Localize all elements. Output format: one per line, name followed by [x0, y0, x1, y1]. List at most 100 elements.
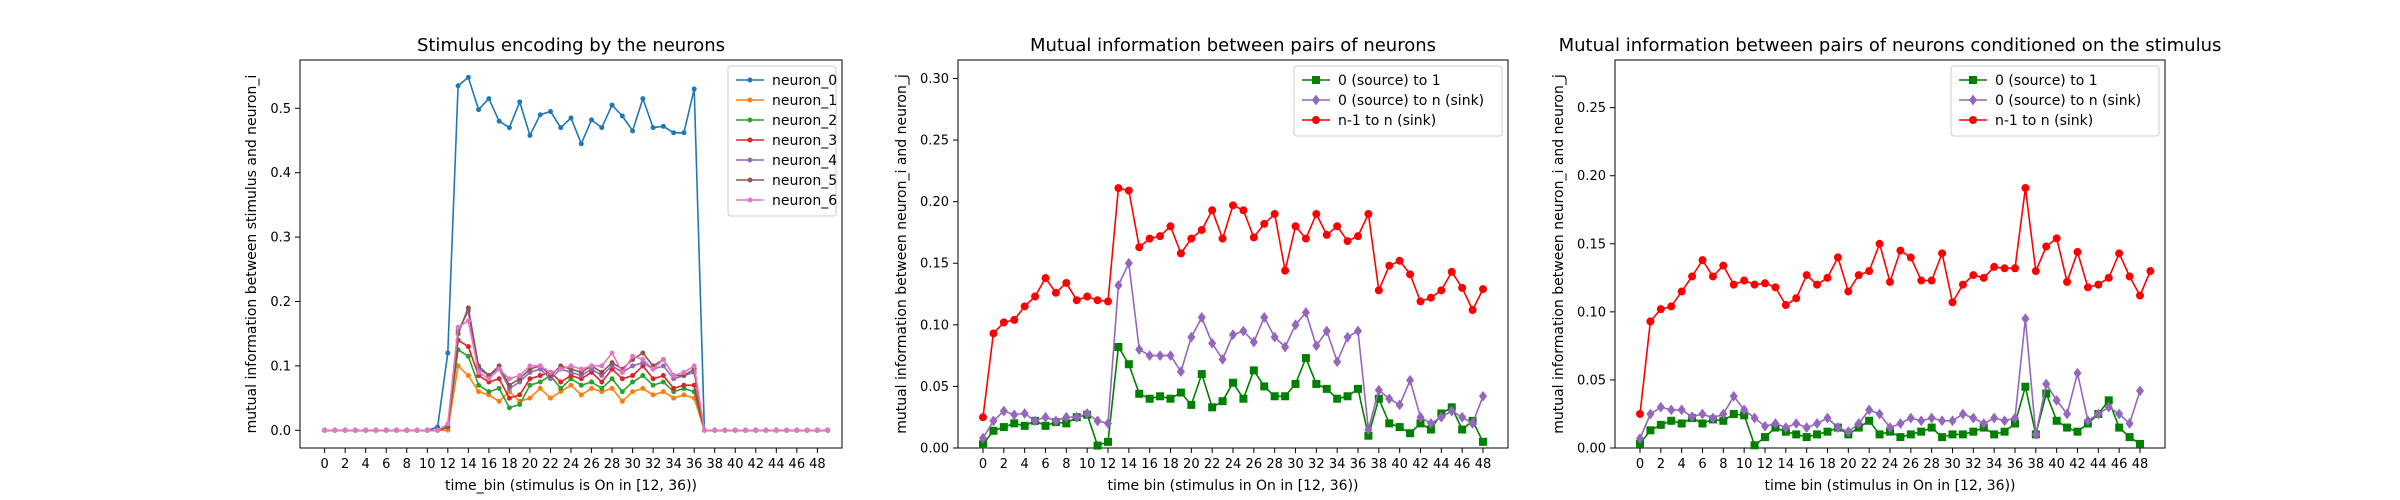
data-point — [1468, 306, 1477, 315]
data-point — [1364, 424, 1373, 435]
data-point — [589, 379, 595, 385]
x-tick-label: 0 — [320, 457, 328, 472]
data-point — [619, 113, 625, 119]
panel-pairwise-mi: Mutual information between pairs of neur… — [894, 35, 1509, 494]
x-tick-label: 14 — [1121, 457, 1138, 472]
data-point — [2021, 382, 2030, 391]
legend-swatch-marker — [747, 117, 753, 123]
legend: 0 (source) to 1 0 (source) to n (sink) n-1… — [1950, 65, 2160, 137]
data-point — [1374, 394, 1383, 403]
x-tick-label: 18 — [1819, 457, 1836, 472]
x-tick-label: 34 — [665, 457, 682, 472]
x-tick-label: 46 — [789, 457, 806, 472]
data-point — [1677, 419, 1686, 428]
x-tick-label: 38 — [2028, 457, 2045, 472]
ticks: 0 2 4 6 8 10 12 14 16 18 20 22 24 26 28 30 32 34 36 38 40 42 4… — [920, 72, 1491, 472]
data-point — [1854, 271, 1863, 280]
data-point — [1270, 331, 1279, 343]
data-point — [2011, 264, 2019, 273]
data-point — [743, 427, 749, 433]
x-tick-label: 8 — [1719, 457, 1727, 472]
legend-box — [1293, 65, 1503, 137]
legend-swatch-marker — [747, 137, 753, 143]
data-point — [2021, 183, 2030, 192]
x-tick-label: 24 — [1882, 457, 1899, 472]
data-point — [1740, 276, 1749, 285]
data-point — [671, 130, 677, 136]
legend-box — [1950, 65, 2160, 137]
data-point — [660, 379, 666, 385]
data-point — [589, 117, 595, 123]
data-point — [1270, 392, 1279, 401]
data-point — [1166, 394, 1175, 403]
data-point — [630, 379, 636, 385]
data-point — [537, 379, 543, 385]
data-point — [1145, 350, 1154, 362]
data-point — [1917, 427, 1926, 436]
x-tick-label: 22 — [1861, 457, 1878, 472]
data-point — [1354, 384, 1362, 393]
data-point — [691, 382, 697, 388]
data-point — [496, 118, 502, 124]
data-point — [568, 382, 574, 388]
data-point — [496, 398, 502, 404]
data-point — [1917, 415, 1926, 427]
data-point — [1249, 366, 1258, 375]
data-point — [640, 350, 646, 356]
data-point — [2115, 249, 2124, 258]
data-point — [1636, 439, 1644, 448]
data-point — [1145, 394, 1154, 403]
data-point — [568, 363, 574, 369]
data-point — [825, 427, 831, 433]
data-point — [2094, 280, 2103, 289]
data-point — [1938, 415, 1947, 427]
y-tick-label: 0.05 — [1577, 373, 1606, 388]
data-point — [1708, 412, 1717, 424]
data-point — [496, 376, 502, 382]
y-tick-label: 0.05 — [920, 380, 949, 395]
data-point — [1458, 411, 1467, 423]
x-tick-label: 44 — [2090, 457, 2107, 472]
y-tick-label: 0.1 — [270, 359, 291, 374]
data-point — [722, 427, 728, 433]
data-point — [681, 130, 687, 136]
data-point — [989, 415, 998, 427]
y-tick-label: 0.3 — [270, 231, 291, 246]
data-point — [1458, 283, 1467, 292]
data-point — [1896, 418, 1905, 429]
data-point — [578, 141, 584, 147]
data-point — [630, 363, 636, 369]
data-point — [630, 373, 636, 379]
x-tick-label: 6 — [1698, 457, 1706, 472]
data-point — [1865, 404, 1874, 416]
data-point — [486, 96, 492, 102]
data-point — [578, 366, 584, 372]
data-point — [1865, 416, 1874, 425]
data-point — [660, 363, 666, 369]
data-point — [640, 356, 646, 362]
data-point — [1281, 341, 1290, 353]
data-point — [1781, 301, 1790, 310]
data-point — [506, 405, 512, 411]
data-point — [445, 350, 451, 356]
x-tick-label: 46 — [2111, 457, 2128, 472]
data-point — [1437, 286, 1446, 295]
data-point — [1114, 184, 1123, 193]
data-point — [2000, 264, 2009, 273]
data-point — [1426, 417, 1435, 429]
data-point — [1395, 423, 1404, 432]
data-point — [660, 389, 666, 395]
data-point — [1656, 401, 1665, 413]
x-tick-label: 28 — [1266, 457, 1283, 472]
data-point — [558, 379, 564, 385]
data-point — [1479, 437, 1487, 446]
data-point — [2136, 291, 2144, 300]
data-point — [1124, 257, 1133, 269]
data-point — [1760, 420, 1770, 432]
data-point — [1239, 394, 1248, 403]
data-point — [640, 96, 646, 102]
data-point — [1239, 325, 1248, 337]
data-point — [1124, 186, 1133, 195]
data-point — [999, 423, 1008, 432]
data-point — [537, 112, 543, 118]
